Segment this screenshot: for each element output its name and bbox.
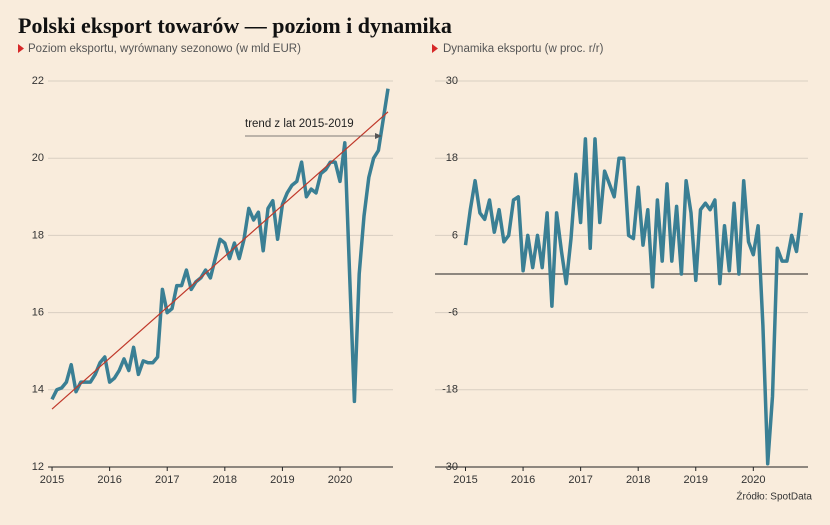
x-tick-label: 2017	[568, 474, 592, 486]
subtitle: Poziom eksportu, wyrównany sezonowo (w m…	[28, 43, 301, 55]
source: Źródło: SpotData	[736, 490, 812, 503]
y-tick-label: 30	[446, 75, 458, 87]
y-tick-label: 18	[446, 152, 458, 164]
x-tick-label: 2020	[328, 474, 352, 486]
x-tick-label: 2016	[511, 474, 535, 486]
x-tick-label: 2018	[626, 474, 650, 486]
annotation: trend z lat 2015-2019	[245, 118, 354, 130]
y-tick-label: 18	[32, 229, 44, 241]
y-tick-label: 20	[32, 152, 44, 164]
trend-line	[51, 111, 389, 410]
x-tick-label: 2020	[741, 474, 765, 486]
x-tick-label: 2015	[453, 474, 477, 486]
marker	[18, 44, 24, 53]
x-tick-label: 2019	[270, 474, 294, 486]
x-tick-label: 2015	[40, 474, 64, 486]
arrow-head	[375, 133, 382, 139]
page-title: Polski eksport towarów — poziom i dynami…	[18, 13, 452, 38]
x-tick-label: 2018	[213, 474, 237, 486]
y-tick-label: 14	[32, 384, 44, 396]
y-tick-label: 6	[452, 229, 458, 241]
marker	[432, 44, 438, 53]
subtitle: Dynamika eksportu (w proc. r/r)	[443, 43, 604, 55]
x-tick-label: 2017	[155, 474, 179, 486]
x-tick-label: 2019	[684, 474, 708, 486]
x-tick-label: 2016	[97, 474, 121, 486]
y-tick-label: 16	[32, 307, 44, 319]
y-tick-label: 22	[32, 75, 44, 87]
data-line	[463, 137, 804, 466]
y-tick-label: -6	[448, 307, 458, 319]
y-tick-label: 12	[32, 461, 44, 473]
y-tick-label: -18	[442, 384, 458, 396]
